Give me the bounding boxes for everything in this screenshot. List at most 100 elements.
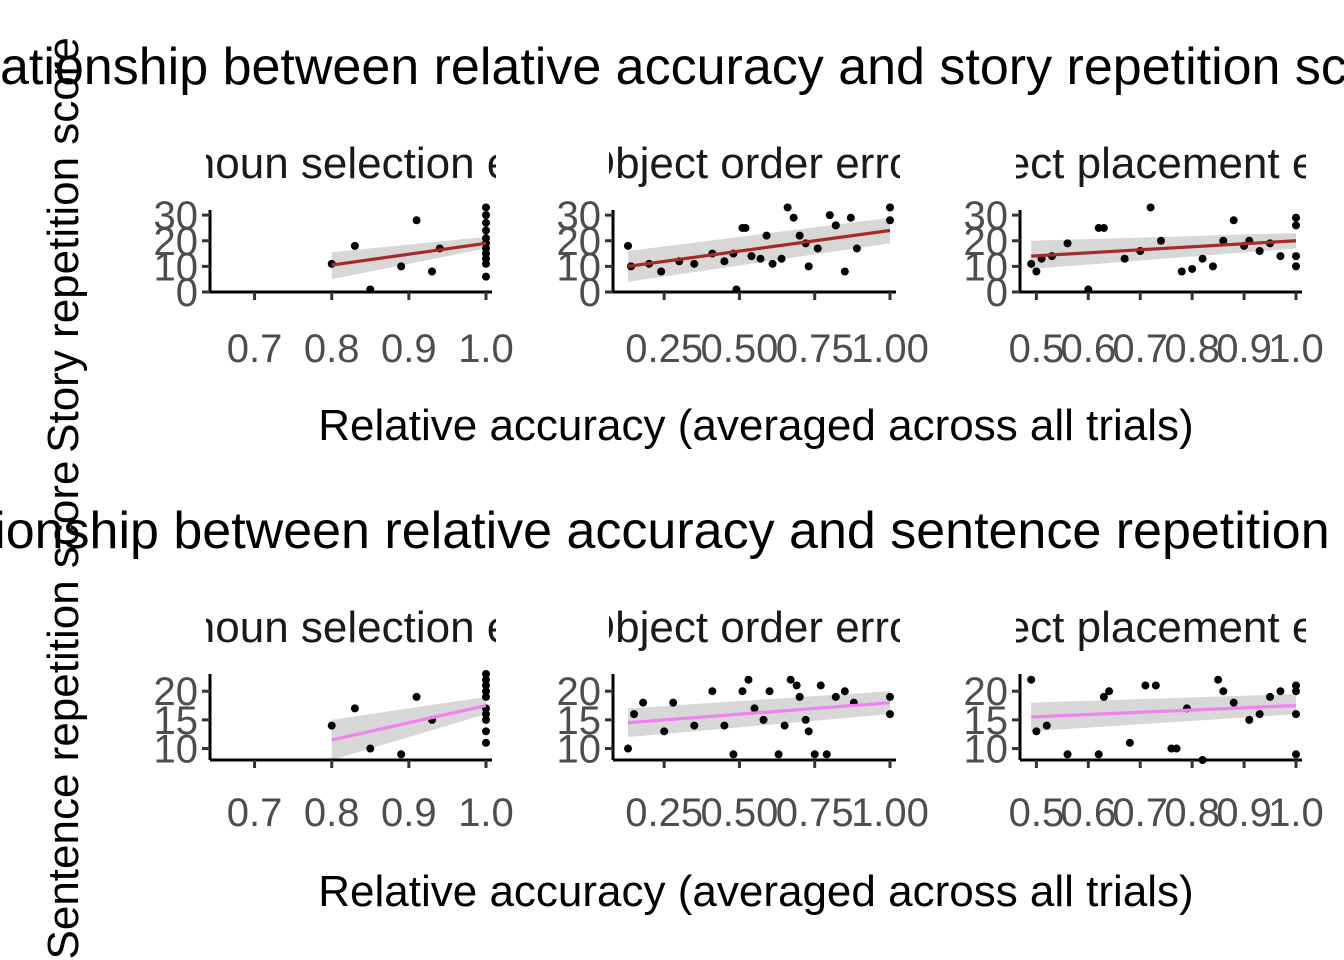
data-point (1292, 687, 1300, 696)
data-point (795, 231, 804, 240)
x-tick-label: 0.7 (227, 791, 283, 835)
data-point (1292, 213, 1300, 222)
chart-row-2: Relationship between relative accuracy a… (0, 461, 1344, 960)
data-point (1027, 675, 1036, 684)
data-point (624, 744, 633, 753)
x-tick-label: 0.9 (1216, 791, 1272, 835)
y-tick-label: 10 (154, 728, 199, 772)
y-tick-label: 20 (154, 220, 199, 264)
y-tick-label: 15 (557, 699, 602, 743)
x-tick-label: 0.8 (304, 327, 360, 371)
data-point (795, 692, 804, 701)
x-tick-label: 1.0 (458, 327, 514, 371)
data-point (1276, 687, 1285, 696)
data-point (744, 675, 753, 684)
fit-line (1031, 703, 1297, 719)
data-point (624, 241, 633, 250)
x-tick-label: 0.6 (1061, 791, 1117, 835)
data-point (804, 262, 813, 271)
data-point (1219, 687, 1228, 696)
data-point (660, 727, 669, 736)
data-point (792, 681, 801, 690)
fit-line (627, 228, 891, 268)
data-point (1172, 744, 1181, 753)
data-point (762, 231, 771, 240)
y-tick-label: 20 (964, 220, 1009, 264)
data-point (350, 241, 359, 250)
data-point (1214, 675, 1223, 684)
strip-label: Object order error (581, 139, 928, 188)
y-tick-label: 30 (964, 194, 1009, 238)
data-point (1292, 681, 1300, 690)
data-point (759, 715, 768, 724)
data-point (777, 254, 786, 263)
y-tick-label: 15 (154, 699, 199, 743)
y-tick-label: 15 (964, 699, 1009, 743)
data-point (840, 267, 849, 276)
confidence-band (1031, 233, 1296, 269)
x-axis-label-1: Relative accuracy (averaged across all t… (318, 401, 1193, 450)
data-point (1063, 750, 1072, 759)
data-point (482, 259, 490, 268)
data-point (1188, 264, 1197, 273)
panel-1-3: Object placement error01020300.50.60.70.… (964, 139, 1324, 371)
x-tick-label: 1.0 (458, 791, 514, 835)
data-point (783, 203, 792, 212)
data-point (852, 244, 861, 253)
data-point (482, 226, 490, 235)
data-point (747, 252, 756, 261)
strip-label: Pronoun selection error (122, 139, 579, 188)
data-point (397, 750, 406, 759)
x-tick-label: 0.5 (1009, 327, 1065, 371)
data-point (886, 203, 894, 212)
data-point (1245, 715, 1254, 724)
y-tick-label: 10 (557, 728, 602, 772)
data-point (708, 687, 717, 696)
data-point (1105, 687, 1114, 696)
strip-label: Object order error (581, 603, 928, 652)
data-point (840, 687, 849, 696)
data-point (482, 710, 490, 719)
x-tick-label: 0.9 (381, 791, 437, 835)
x-tick-label: 1.0 (1268, 791, 1324, 835)
x-tick-label: 0.25 (625, 791, 703, 835)
data-point (482, 715, 490, 724)
data-point (750, 704, 759, 713)
data-point (825, 211, 834, 220)
data-point (801, 715, 810, 724)
data-point (690, 721, 699, 730)
data-point (482, 738, 490, 747)
row-title-2: Relationship between relative accuracy a… (0, 502, 1344, 560)
y-tick-label: 30 (154, 194, 199, 238)
data-point (1219, 236, 1228, 245)
fit-line (331, 241, 487, 267)
data-point (428, 267, 436, 276)
data-point (1198, 254, 1207, 263)
data-point (886, 216, 894, 225)
y-tick-label: 10 (557, 245, 602, 289)
data-point (1276, 252, 1285, 261)
data-point (822, 750, 831, 759)
data-point (350, 704, 359, 713)
x-tick-label: 0.75 (776, 791, 854, 835)
strip-label: Pronoun selection error (122, 603, 579, 652)
x-tick-label: 0.7 (227, 327, 283, 371)
data-point (482, 272, 490, 281)
data-point (1229, 216, 1238, 225)
x-tick-label: 0.6 (1061, 327, 1117, 371)
x-tick-label: 0.25 (625, 327, 703, 371)
data-point (397, 262, 406, 271)
y-tick-label: 20 (964, 670, 1009, 714)
data-point (831, 221, 840, 230)
data-point (1063, 239, 1072, 248)
data-point (768, 259, 777, 268)
data-point (738, 687, 747, 696)
data-point (1255, 710, 1264, 719)
data-point (482, 675, 490, 684)
data-point (366, 744, 375, 753)
